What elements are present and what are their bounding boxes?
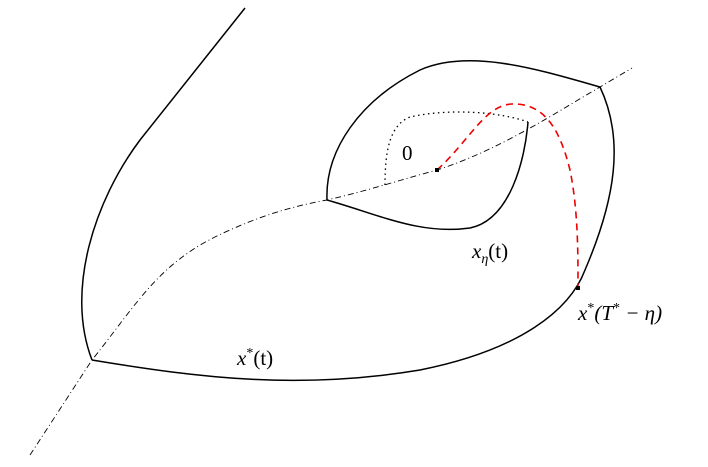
outer-bottom-curve (91, 86, 615, 382)
x-star-end-label: x*(T* − η) (577, 301, 662, 325)
label-base: x (236, 346, 247, 370)
label-base: x (471, 239, 482, 263)
curves (81, 7, 615, 382)
label-open: (T (594, 301, 614, 325)
label-sup: * (587, 301, 594, 316)
outer-left-curve (81, 7, 246, 361)
reach-top-curve (326, 60, 601, 201)
label-rest: − η) (620, 301, 662, 325)
label-sub: η (481, 252, 488, 267)
label-sup2: * (613, 301, 620, 316)
dotted-curve (384, 111, 529, 186)
label-arg: (t) (488, 239, 508, 263)
dash-dot-axis (29, 67, 633, 456)
x-star-label: x*(t) (236, 346, 273, 370)
red-dashed-trajectory (436, 103, 579, 289)
label-sup: * (246, 346, 253, 361)
origin-label: 0 (402, 141, 413, 165)
label-arg: (t) (253, 346, 273, 370)
origin-point (435, 168, 439, 172)
x-eta-label: xη(t) (471, 239, 508, 267)
end-point (576, 286, 580, 290)
teardrop-curve (326, 121, 529, 231)
label-base: x (577, 301, 588, 325)
